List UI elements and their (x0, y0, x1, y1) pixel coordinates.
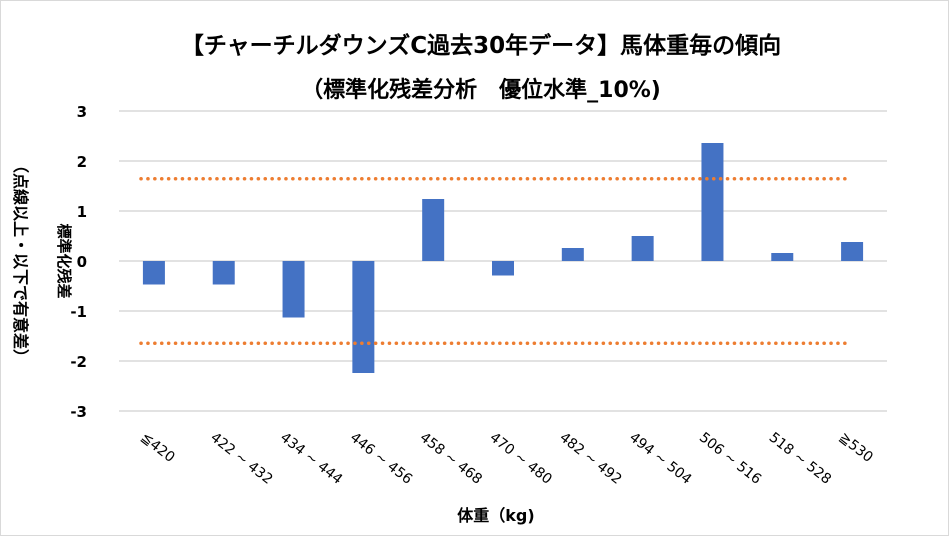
bar (561, 248, 584, 261)
y-tick-label: 0 (77, 253, 87, 271)
bar (142, 261, 165, 285)
x-tick-label: 446 ~ 456 (347, 430, 415, 488)
chart-subtitle: （標準化残差分析 優位水準_10%) (301, 77, 661, 103)
bar (282, 261, 305, 318)
x-tick-label: 506 ~ 516 (696, 430, 764, 488)
x-axis-label: 体重（kg) (457, 506, 534, 525)
y-axis-label-note: （点線以上・以下で有意差） (11, 157, 30, 365)
x-tick-label: 434 ~ 444 (277, 430, 345, 488)
x-tick-label: ≦420 (137, 430, 177, 466)
y-tick-label: 1 (77, 203, 87, 221)
bar (492, 261, 514, 276)
y-tick-label: 3 (77, 103, 87, 121)
y-tick-label: -1 (70, 303, 87, 321)
bar (631, 236, 654, 261)
x-tick-label: 422 ~ 432 (207, 430, 275, 488)
bar (212, 261, 235, 285)
bar (771, 253, 794, 261)
x-tick-label: 482 ~ 492 (556, 430, 624, 488)
x-tick-label: 458 ~ 468 (417, 430, 485, 488)
x-tick-label: 494 ~ 504 (626, 430, 694, 488)
x-tick-label: ≧530 (836, 430, 876, 466)
x-tick-label: 470 ~ 480 (487, 430, 555, 488)
x-tick-label: 518 ~ 528 (766, 430, 834, 488)
bar (352, 261, 375, 373)
y-tick-label: 2 (77, 153, 87, 171)
bar (701, 143, 724, 261)
y-tick-label: -3 (70, 403, 87, 421)
bar (841, 242, 864, 261)
y-tick-label: -2 (70, 353, 87, 371)
bar (422, 199, 445, 261)
y-axis-label: 標準化残差 (55, 223, 73, 298)
chart-title: 【チャーチルダウンズC過去30年データ】馬体重毎の傾向 (181, 32, 781, 59)
